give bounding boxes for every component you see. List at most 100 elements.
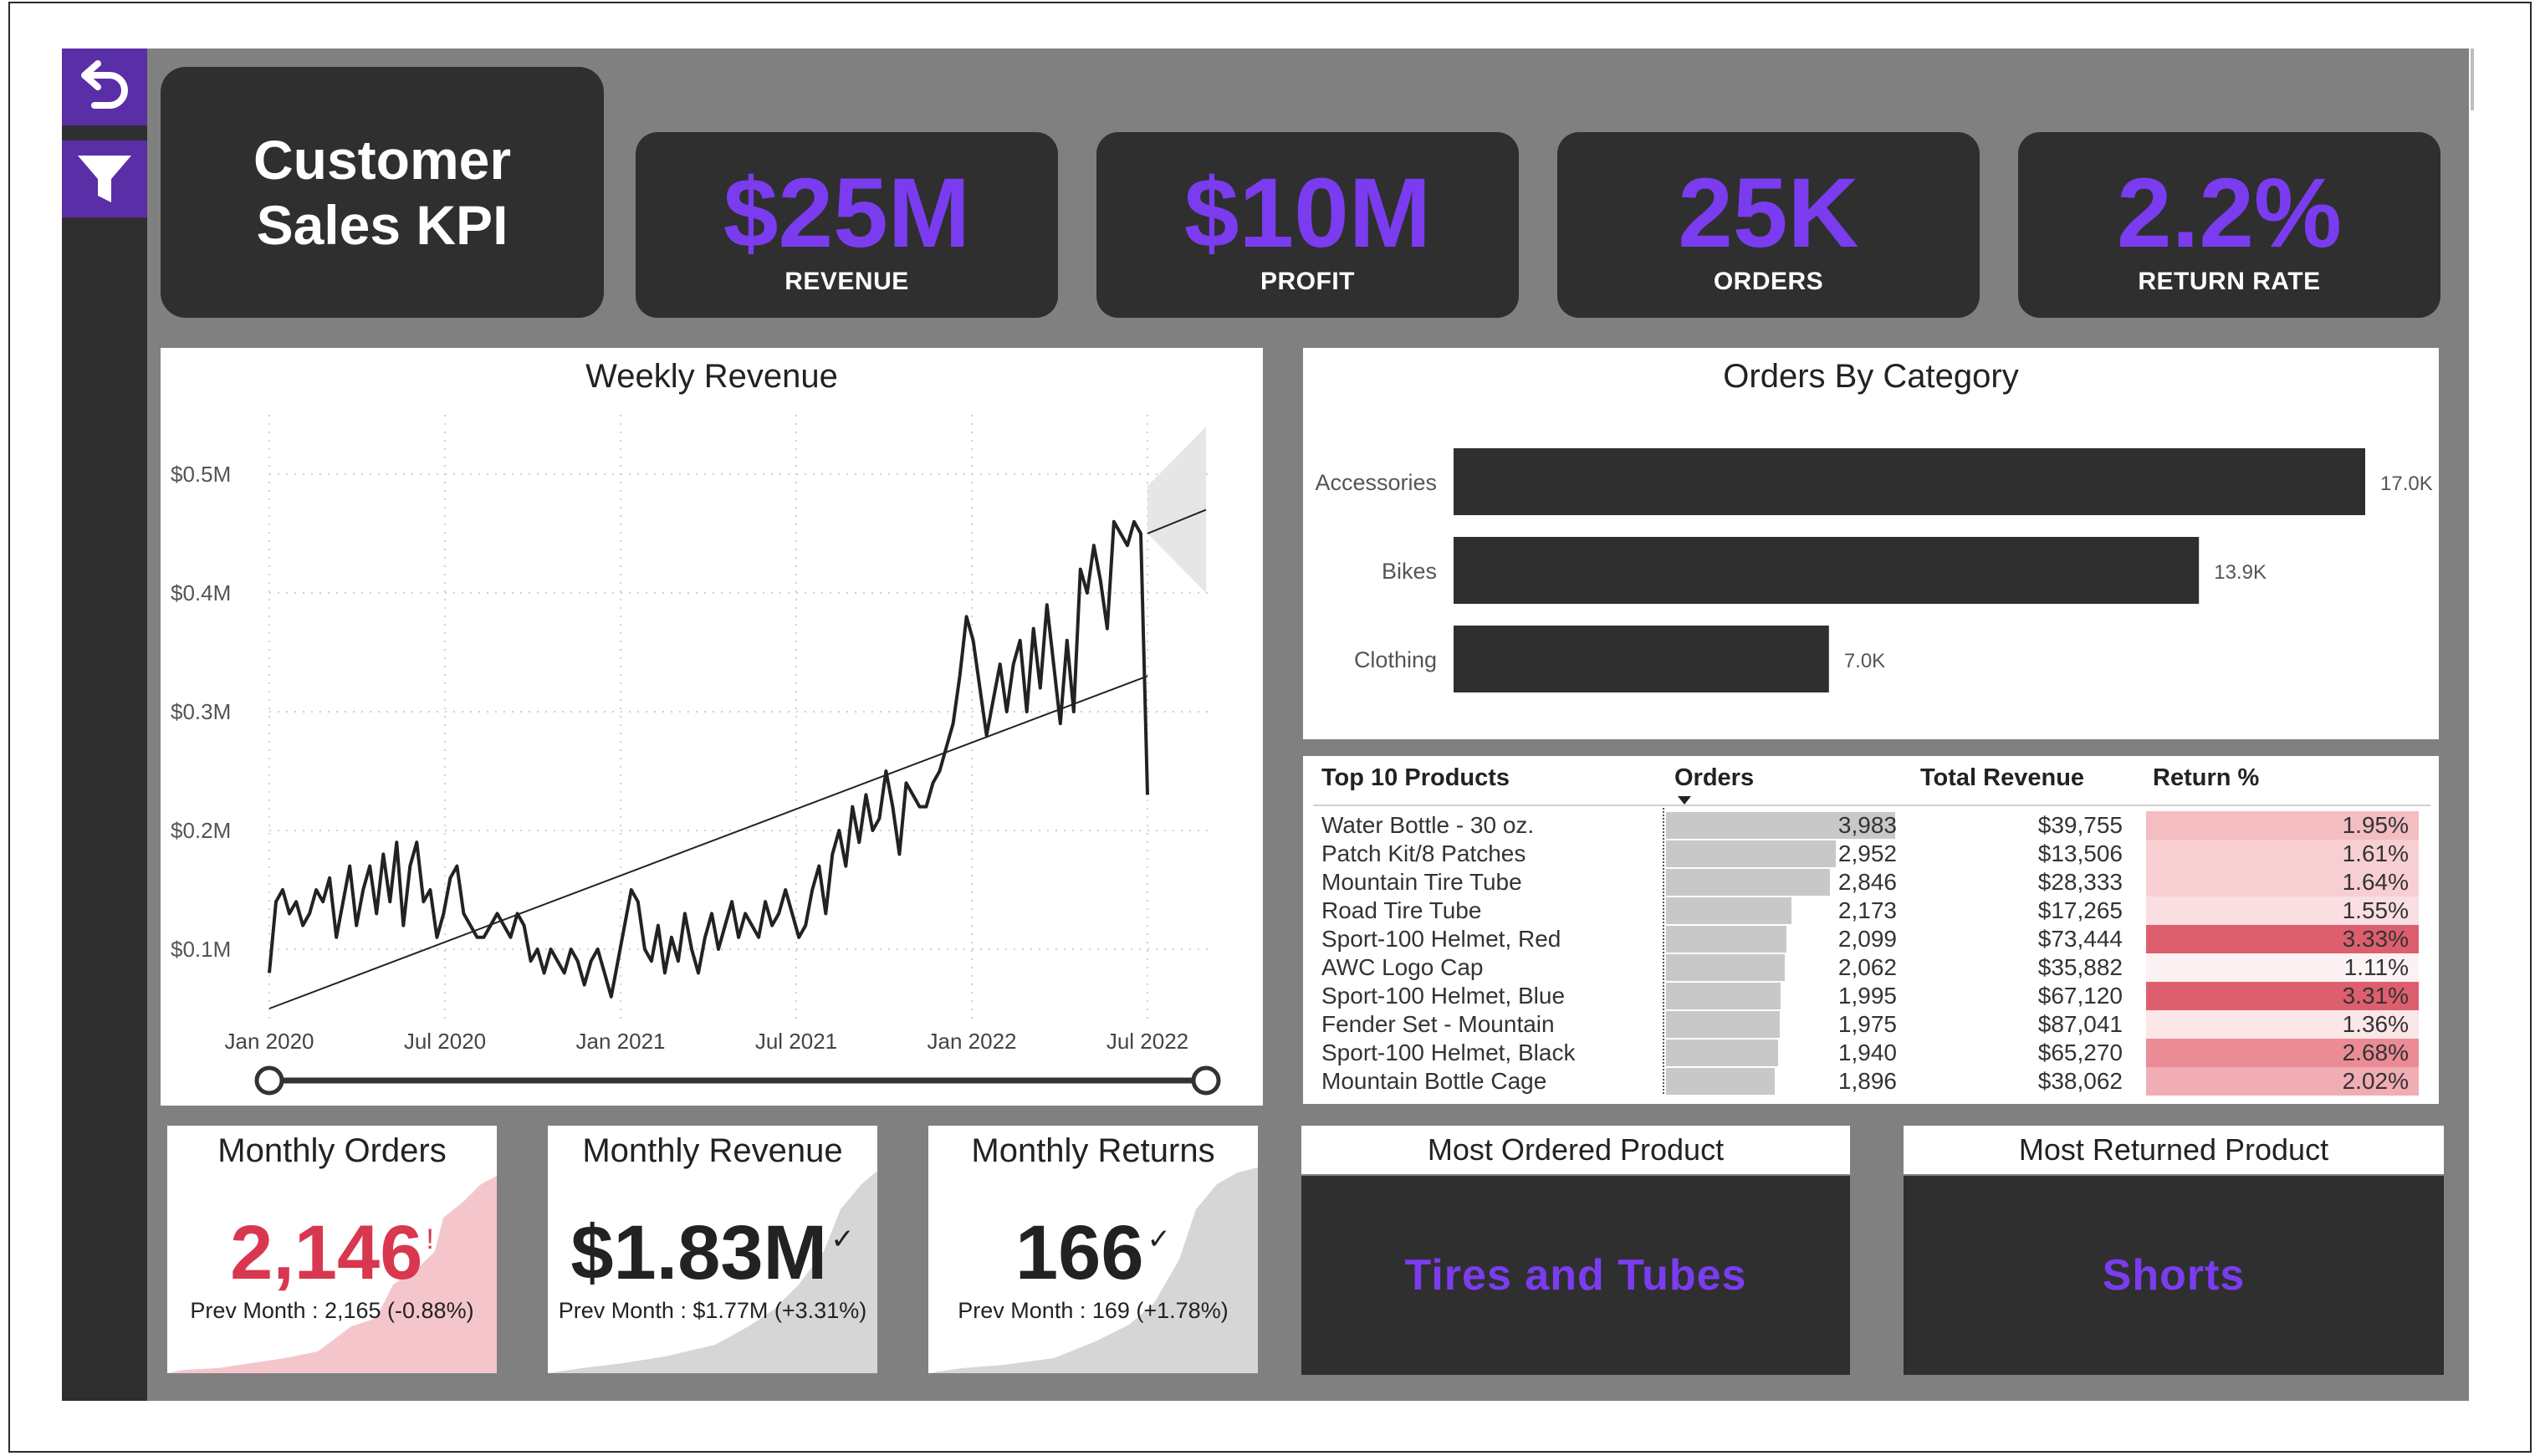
most-returned-product-card[interactable]: Most Returned Product Shorts <box>1904 1126 2444 1375</box>
category-label: Accessories <box>1315 470 1437 495</box>
return-pct-value: 2.02% <box>2146 1067 2419 1096</box>
column-header-product[interactable]: Top 10 Products <box>1321 764 1510 791</box>
revenue-value: $35,882 <box>2037 954 2123 980</box>
orders-data-bar <box>1666 954 1785 981</box>
orders-value: 2,846 <box>1837 869 1897 895</box>
report-title-line2: Sales KPI <box>256 194 509 256</box>
table-row[interactable]: Sport-100 Helmet, Black 1,940 $65,270 2.68% <box>1321 1039 2430 1067</box>
scroll-indicator[interactable] <box>2471 49 2474 110</box>
orders-value: 2,099 <box>1837 926 1897 952</box>
kpi-card-orders[interactable]: 25K ORDERS <box>1557 132 1980 318</box>
table-row[interactable]: Fender Set - Mountain 1,975 $87,041 1.36% <box>1321 1010 2430 1039</box>
product-name: Fender Set - Mountain <box>1321 1011 1555 1037</box>
card-title: Monthly Orders <box>217 1132 447 1169</box>
return-pct-value: 1.11% <box>2146 953 2419 982</box>
sparkline-fill <box>928 1167 1258 1373</box>
check-mark-icon: ✓ <box>830 1224 855 1255</box>
revenue-value: $38,062 <box>2037 1068 2123 1094</box>
date-slider-end-handle[interactable] <box>1191 1065 1221 1096</box>
revenue-value: $17,265 <box>2037 897 2123 923</box>
card-title: Monthly Returns <box>971 1132 1215 1169</box>
column-header-orders[interactable]: Orders <box>1674 764 1755 791</box>
x-tick-label: Jan 2020 <box>225 1029 314 1054</box>
x-tick-label: Jul 2021 <box>755 1029 837 1054</box>
sparkline-fill <box>548 1171 877 1373</box>
card-value-text: 166 <box>1015 1210 1144 1295</box>
sparkline-fill <box>167 1176 497 1373</box>
sparkline-area <box>167 1176 497 1373</box>
y-tick-label: $0.1M <box>171 937 231 962</box>
orders-data-bar <box>1666 897 1791 924</box>
revenue-value: $67,120 <box>2037 983 2123 1009</box>
kpi-card-profit[interactable]: $10M PROFIT <box>1096 132 1519 318</box>
table-row[interactable]: Road Tire Tube 2,173 $17,265 1.55% <box>1321 897 2430 925</box>
forecast-line <box>1147 508 1207 534</box>
monthly-orders-card[interactable]: Monthly Orders 2,146! Prev Month : 2,165… <box>167 1126 497 1373</box>
column-header-return-pct[interactable]: Return % <box>2153 764 2260 791</box>
orders-by-category-panel[interactable]: Orders By Category Accessories 17.0K Bikes… <box>1303 348 2439 739</box>
kpi-value: 2.2% <box>2117 158 2342 268</box>
table-row[interactable]: Sport-100 Helmet, Blue 1,995 $67,120 3.31% <box>1321 982 2430 1010</box>
kpi-card-return-rate[interactable]: 2.2% RETURN RATE <box>2018 132 2440 318</box>
kpi-card-revenue[interactable]: $25M REVENUE <box>636 132 1058 318</box>
table-row[interactable]: Sport-100 Helmet, Red 2,099 $73,444 3.33% <box>1321 925 2430 953</box>
back-button[interactable] <box>62 49 147 125</box>
bar-accessories[interactable] <box>1454 448 2365 515</box>
bar-value-label: 17.0K <box>2380 473 2433 495</box>
table-row[interactable]: AWC Logo Cap 2,062 $35,882 1.11% <box>1321 953 2430 982</box>
orders-data-bar <box>1666 1068 1776 1095</box>
orders-value: 1,995 <box>1837 983 1897 1009</box>
card-value: 2,146! <box>167 1209 497 1297</box>
monthly-returns-card[interactable]: Monthly Returns 166 ✓ Prev Month : 169 (+… <box>928 1126 1258 1373</box>
product-name: Mountain Tire Tube <box>1321 869 1522 895</box>
revenue-value: $39,755 <box>2037 812 2123 838</box>
table-row[interactable]: Mountain Tire Tube 2,846 $28,333 1.64% <box>1321 868 2430 897</box>
filter-button[interactable] <box>62 140 147 217</box>
bar-value-label: 7.0K <box>1844 650 1885 672</box>
kpi-value: $10M <box>1183 158 1432 268</box>
check-mark-icon: ✓ <box>1147 1224 1172 1255</box>
top-products-table[interactable]: Top 10 Products Orders Total Revenue Ret… <box>1303 756 2439 1104</box>
table-row[interactable]: Patch Kit/8 Patches 2,952 $13,506 1.61% <box>1321 840 2430 868</box>
category-label: Bikes <box>1382 559 1437 584</box>
product-name: Sport-100 Helmet, Blue <box>1321 983 1566 1009</box>
card-value: Shorts <box>1904 1176 2444 1375</box>
kpi-label: ORDERS <box>1713 268 1824 295</box>
sort-descending-icon[interactable] <box>1676 794 1693 806</box>
y-tick-label: $0.5M <box>171 462 231 487</box>
product-name: Patch Kit/8 Patches <box>1321 840 1526 866</box>
report-title-card: Customer Sales KPI <box>161 67 604 318</box>
return-pct-value: 3.33% <box>2146 925 2419 953</box>
orders-data-bar <box>1666 869 1830 896</box>
kpi-label: PROFIT <box>1260 268 1355 295</box>
bar-bikes[interactable] <box>1454 537 2200 604</box>
orders-data-bar <box>1666 1011 1780 1038</box>
trend-line <box>268 675 1148 1009</box>
orders-data-bar <box>1666 812 1895 839</box>
table-row[interactable]: Water Bottle - 30 oz. 3,983 $39,755 1.95% <box>1321 811 2430 840</box>
product-name: Road Tire Tube <box>1321 897 1482 923</box>
report-title-line1: Customer <box>253 129 512 191</box>
revenue-value: $13,506 <box>2037 840 2123 866</box>
monthly-revenue-card[interactable]: Monthly Revenue $1.83M ✓ Prev Month : $1.… <box>548 1126 877 1373</box>
return-pct-value: 1.95% <box>2146 811 2419 840</box>
card-value-text: 2,146 <box>230 1210 423 1295</box>
alert-mark-icon: ! <box>426 1224 434 1255</box>
return-pct-value: 1.55% <box>2146 897 2419 925</box>
y-tick-label: $0.2M <box>171 818 231 843</box>
date-slider-start-handle[interactable] <box>254 1065 284 1096</box>
card-prev-month: Prev Month : 2,165 (-0.88%) <box>190 1298 474 1323</box>
bar-clothing[interactable] <box>1454 626 1829 692</box>
card-title: Monthly Revenue <box>582 1132 843 1169</box>
x-tick-label: Jan 2021 <box>576 1029 666 1054</box>
most-ordered-product-card[interactable]: Most Ordered Product Tires and Tubes <box>1301 1126 1850 1375</box>
orders-value: 1,975 <box>1837 1011 1897 1037</box>
weekly-revenue-panel[interactable]: Weekly Revenue $0.1M $0.2M $0.3M $0.4M $0.5M… <box>161 348 1263 1106</box>
table-row[interactable]: Mountain Bottle Cage 1,896 $38,062 2.02% <box>1321 1067 2430 1096</box>
card-prev-month: Prev Month : 169 (+1.78%) <box>958 1298 1229 1323</box>
column-header-total-revenue[interactable]: Total Revenue <box>1920 764 2085 791</box>
orders-value: 2,952 <box>1837 840 1897 866</box>
product-name: Mountain Bottle Cage <box>1321 1068 1547 1094</box>
revenue-value: $28,333 <box>2037 869 2123 895</box>
card-prev-month: Prev Month : $1.77M (+3.31%) <box>558 1298 867 1323</box>
